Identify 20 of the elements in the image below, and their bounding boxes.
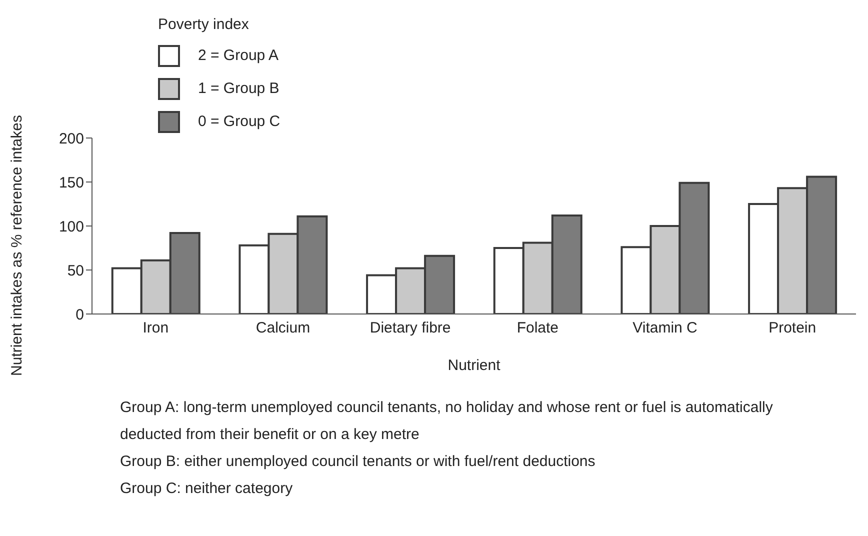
legend-label: 1 = Group B — [198, 80, 280, 97]
text: Group B: either unemployed council tenants or with fuel/rent deductions — [120, 452, 596, 472]
legend-title: Poverty index — [158, 16, 250, 33]
y-tick-label: 200 — [58, 130, 84, 148]
x-axis-title: Nutrient — [448, 357, 502, 374]
x-tick-label: Folate — [516, 320, 559, 337]
x-tick-label: Protein — [768, 320, 816, 337]
y-tick-label: 0 — [76, 306, 84, 324]
y-tick-label: 50 — [67, 262, 84, 280]
y-tick-label: 100 — [58, 218, 84, 236]
x-tick-label: Calcium — [256, 320, 310, 337]
text: Group A: long-term unemployed council tenants, no holiday and whose rent or fuel is automatically deducted from their benefit or on a key metre — [120, 398, 774, 445]
legend-label: 2 = Group A — [198, 47, 278, 64]
x-tick-label: Vitamin C — [632, 320, 698, 337]
legend-label: 0 = Group C — [198, 113, 280, 130]
x-tick-label: Iron — [142, 320, 169, 337]
y-tick-label: 150 — [58, 174, 84, 192]
text: Group C: neither category — [120, 479, 294, 499]
y-axis-title: Nutrient intakes as % reference intakes — [8, 115, 26, 376]
x-tick-label: Dietary fibre — [370, 320, 451, 337]
